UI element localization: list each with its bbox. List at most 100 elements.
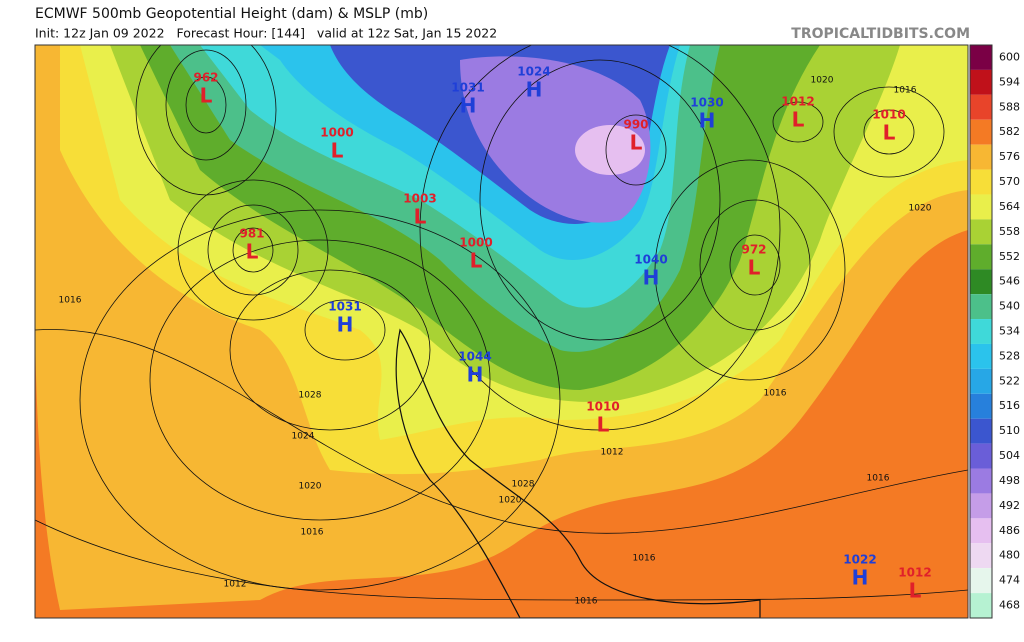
colorbar-label: 522 bbox=[999, 374, 1020, 387]
center-value: 990 bbox=[623, 118, 648, 132]
center-value: 1031 bbox=[328, 300, 361, 314]
isobar-label: 1016 bbox=[59, 296, 82, 306]
center-value: 1044 bbox=[458, 350, 491, 364]
center-letter: H bbox=[460, 94, 477, 118]
colorbar-cell bbox=[970, 493, 992, 519]
center-value: 1031 bbox=[451, 81, 484, 95]
center-value: 981 bbox=[239, 227, 264, 241]
colorbar-cell bbox=[970, 443, 992, 469]
colorbar-label: 570 bbox=[999, 175, 1020, 188]
center-letter: L bbox=[331, 139, 344, 163]
field-486 bbox=[575, 125, 645, 175]
colorbar-label: 480 bbox=[999, 549, 1020, 562]
center-value: 1012 bbox=[898, 566, 931, 580]
colorbar-cell bbox=[970, 593, 992, 618]
map bbox=[35, 45, 968, 618]
colorbar-cell bbox=[970, 94, 992, 120]
center-value: 1040 bbox=[634, 253, 667, 267]
colorbar-cell bbox=[970, 543, 992, 569]
colorbar-cell bbox=[970, 368, 992, 394]
center-letter: L bbox=[748, 256, 761, 280]
colorbar-label: 528 bbox=[999, 349, 1020, 362]
isobar-label: 1028 bbox=[512, 480, 535, 490]
colorbar-cell bbox=[970, 169, 992, 195]
colorbar-label: 468 bbox=[999, 599, 1020, 612]
center-letter: L bbox=[630, 131, 643, 155]
isobar-label: 1012 bbox=[224, 580, 247, 590]
colorbar-label: 546 bbox=[999, 275, 1020, 288]
center-letter: L bbox=[792, 108, 805, 132]
colorbar-cell bbox=[970, 144, 992, 170]
isobar-label: 1020 bbox=[299, 482, 322, 492]
colorbar-label: 474 bbox=[999, 574, 1020, 587]
colorbar-cell bbox=[970, 219, 992, 245]
isobar-label: 1016 bbox=[633, 554, 656, 564]
colorbar-cell bbox=[970, 468, 992, 494]
colorbar-cell bbox=[970, 294, 992, 320]
colorbar-label: 594 bbox=[999, 75, 1020, 88]
isobar-label: 1016 bbox=[764, 389, 787, 399]
isobar-label: 1024 bbox=[292, 432, 315, 442]
isobar-label: 1020 bbox=[909, 204, 932, 214]
center-value: 1003 bbox=[403, 192, 436, 206]
isobar-label: 1028 bbox=[299, 391, 322, 401]
colorbar-label: 552 bbox=[999, 250, 1020, 263]
colorbar-label: 576 bbox=[999, 150, 1020, 163]
colorbar-label: 600 bbox=[999, 50, 1020, 63]
center-letter: H bbox=[467, 363, 484, 387]
colorbar-label: 582 bbox=[999, 125, 1020, 138]
isobar-label: 1020 bbox=[499, 496, 522, 506]
colorbar-label: 516 bbox=[999, 399, 1020, 412]
center-letter: L bbox=[414, 205, 427, 229]
center-value: 1000 bbox=[320, 126, 353, 140]
colorbar-frame bbox=[969, 44, 993, 619]
colorbar-cell bbox=[970, 244, 992, 270]
center-value: 1000 bbox=[459, 236, 492, 250]
colorbar-cell bbox=[970, 343, 992, 369]
colorbar-label: 558 bbox=[999, 225, 1020, 238]
colorbar-cell bbox=[970, 393, 992, 419]
colorbar-cell bbox=[970, 568, 992, 594]
colorbar-label: 588 bbox=[999, 100, 1020, 113]
colorbar-cell bbox=[970, 518, 992, 544]
center-letter: H bbox=[852, 566, 869, 590]
subtitle: Init: 12z Jan 09 2022 Forecast Hour: [14… bbox=[35, 26, 497, 41]
center-letter: L bbox=[909, 579, 922, 603]
center-letter: H bbox=[643, 266, 660, 290]
colorbar-label: 486 bbox=[999, 524, 1020, 537]
center-value: 1022 bbox=[843, 553, 876, 567]
isobar-label: 1016 bbox=[575, 597, 598, 607]
isobar-label: 1016 bbox=[894, 86, 917, 96]
isobars bbox=[35, 45, 968, 601]
field-498 bbox=[460, 56, 651, 223]
colorbar-label: 534 bbox=[999, 325, 1020, 338]
colorbar-label: 564 bbox=[999, 200, 1020, 213]
center-value: 1010 bbox=[872, 108, 905, 122]
center-letter: H bbox=[337, 313, 354, 337]
center-value: 972 bbox=[741, 243, 766, 257]
center-value: 1024 bbox=[517, 65, 550, 79]
center-letter: H bbox=[526, 78, 543, 102]
isobar-label: 1016 bbox=[867, 474, 890, 484]
isobar-label: 1012 bbox=[601, 448, 624, 458]
center-letter: L bbox=[246, 240, 259, 264]
center-value: 962 bbox=[193, 71, 218, 85]
center-value: 1010 bbox=[586, 400, 619, 414]
brand: TROPICALTIDBITS.COM bbox=[791, 26, 970, 42]
title: ECMWF 500mb Geopotential Height (dam) & … bbox=[35, 6, 428, 22]
isobar-label: 1020 bbox=[811, 76, 834, 86]
map-frame bbox=[34, 44, 969, 619]
colorbar-cell bbox=[970, 418, 992, 444]
center-value: 1030 bbox=[690, 96, 723, 110]
center-value: 1012 bbox=[781, 95, 814, 109]
center-letter: L bbox=[597, 413, 610, 437]
colorbar-cell bbox=[970, 45, 992, 70]
colorbar-label: 540 bbox=[999, 300, 1020, 313]
colorbar-cell bbox=[970, 269, 992, 295]
colorbar-label: 492 bbox=[999, 499, 1020, 512]
colorbar-cell bbox=[970, 69, 992, 95]
coastline bbox=[395, 328, 761, 618]
colorbar-label: 498 bbox=[999, 474, 1020, 487]
center-letter: H bbox=[699, 109, 716, 133]
